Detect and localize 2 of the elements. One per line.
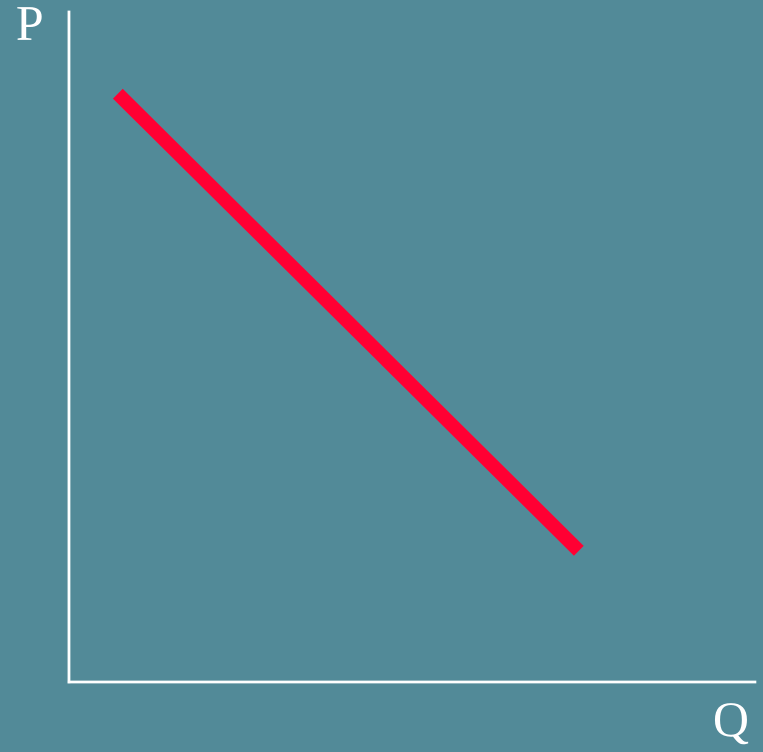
y-axis-title: P [17, 7, 42, 40]
x-axis-title: Q [714, 703, 748, 744]
